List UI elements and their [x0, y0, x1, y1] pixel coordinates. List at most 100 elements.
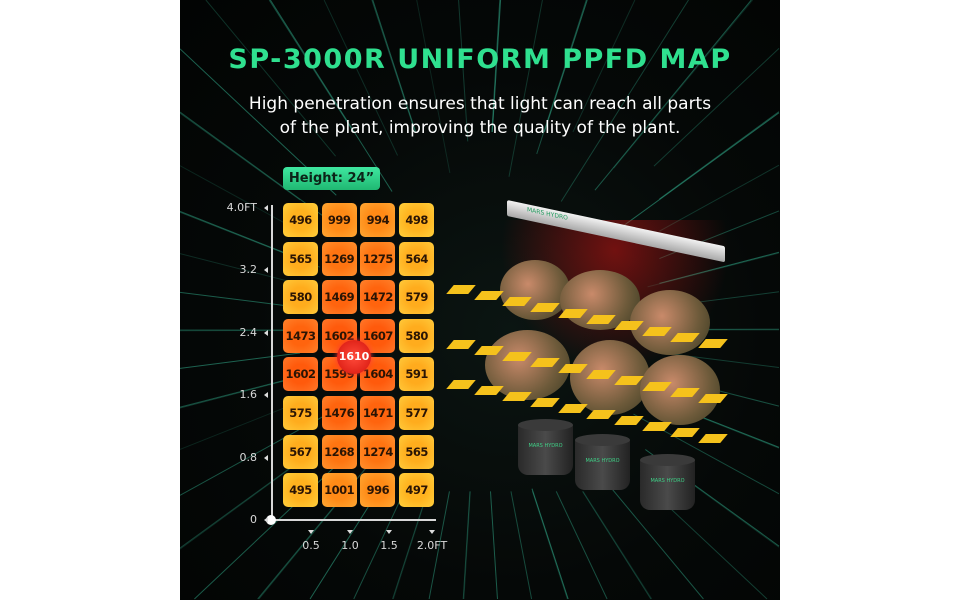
background-ray: [462, 491, 471, 600]
ppfd-cell: 1269: [321, 241, 357, 276]
background-ray: [582, 491, 652, 600]
ppfd-cell: 1469: [321, 280, 357, 315]
background-ray: [180, 402, 348, 496]
background-ray: [268, 0, 354, 133]
peak-value-marker: 1610: [337, 340, 371, 374]
background-ray: [555, 491, 608, 600]
ppfd-cell: 1472: [360, 280, 396, 315]
ppfd-layer-tile: [670, 428, 700, 437]
background-ray: [531, 491, 568, 600]
ppfd-cell: 579: [399, 280, 435, 315]
grow-bag: MARS HYDRO: [575, 434, 630, 490]
ppfd-cell: 575: [283, 396, 318, 430]
background-ray: [560, 0, 689, 202]
grow-bag: MARS HYDRO: [640, 454, 695, 510]
brand-logo: MARS HYDRO: [585, 458, 620, 464]
background-ray: [491, 0, 502, 133]
y-tick-label: 0.8: [240, 451, 269, 464]
ppfd-cell: 580: [283, 280, 318, 315]
background-ray: [531, 488, 569, 600]
x-tick-label: 1.0: [330, 530, 370, 552]
height-badge: Height: 24”: [283, 167, 380, 190]
ppfd-cell: 577: [399, 396, 435, 430]
background-ray: [257, 449, 382, 600]
ppfd-cell: 1476: [321, 396, 357, 430]
ppfd-cell: 565: [283, 241, 318, 276]
ppfd-layer-tile: [586, 410, 616, 419]
ppfd-cell: 996: [360, 473, 396, 508]
ppfd-layer-tile: [446, 285, 476, 294]
background-ray: [536, 0, 587, 155]
y-tick-label: 1.6: [240, 388, 269, 401]
ppfd-cell: 580: [399, 318, 435, 353]
background-ray: [463, 491, 471, 600]
ppfd-cell: 1471: [360, 396, 396, 430]
ppfd-cell: 591: [399, 357, 435, 392]
subtitle-line: High penetration ensures that light can …: [248, 94, 712, 114]
background-ray: [180, 112, 301, 201]
background-ray: [323, 0, 399, 156]
brand-logo: MARS HYDRO: [527, 206, 568, 222]
brand-logo: MARS HYDRO: [650, 478, 685, 484]
background-ray: [180, 460, 301, 549]
background-ray: [653, 48, 780, 167]
background-ray: [180, 165, 301, 232]
background-ray: [458, 0, 469, 142]
y-tick-label: 2.4: [240, 326, 269, 339]
ppfd-cell: 1001: [321, 473, 357, 508]
x-axis: [271, 519, 436, 521]
background-ray: [194, 455, 347, 600]
background-ray: [622, 112, 780, 227]
ppfd-cell: 1274: [360, 434, 396, 469]
background-ray: [489, 491, 498, 600]
ppfd-cell: 565: [399, 434, 435, 469]
background-ray: [372, 0, 417, 133]
page-title: SP-3000R UNIFORM PPFD MAP: [228, 44, 732, 75]
y-tick-label: 4.0FT: [227, 201, 268, 214]
ppfd-cell: 498: [399, 203, 435, 237]
ppfd-layer-tile: [558, 404, 588, 413]
grow-bag: MARS HYDRO: [518, 419, 573, 475]
background-ray: [510, 491, 533, 600]
ppfd-cell: 999: [321, 203, 357, 237]
ppfd-layer-tile: [698, 434, 728, 443]
ppfd-cell: 495: [283, 473, 318, 508]
ppfd-cell: 496: [283, 203, 318, 237]
x-tick-label: 1.5: [369, 530, 409, 552]
background-ray: [659, 111, 780, 200]
ppfd-layer-tile: [614, 416, 644, 425]
brand-logo: MARS HYDRO: [528, 443, 563, 449]
origin-dot: [266, 515, 276, 525]
ppfd-cell: 567: [283, 434, 318, 469]
ppfd-layer-tile: [474, 386, 504, 395]
ppfd-cell: 1473: [283, 318, 318, 353]
background-ray: [416, 0, 451, 173]
background-ray: [205, 0, 336, 157]
background-ray: [508, 0, 543, 177]
ppfd-layer-tile: [446, 340, 476, 349]
background-ray: [613, 0, 754, 169]
subtitle-line: of the plant, improving the quality of t…: [279, 118, 681, 138]
background-ray: [491, 0, 501, 133]
background-ray: [371, 0, 416, 133]
ppfd-cell: 994: [360, 203, 396, 237]
y-tick-label: 0: [250, 513, 268, 526]
background-ray: [180, 210, 301, 260]
background-ray: [392, 491, 429, 600]
ppfd-layer-tile: [642, 422, 672, 431]
background-ray: [594, 0, 752, 191]
y-tick-label: 3.2: [240, 263, 269, 276]
background-ray: [543, 0, 588, 133]
y-axis: [271, 205, 273, 521]
ppfd-cell: 1602: [283, 357, 318, 392]
ppfd-cell: 1268: [321, 434, 357, 469]
background-ray: [180, 352, 301, 369]
background-ray: [572, 0, 636, 133]
ppfd-layer-tile: [446, 380, 476, 389]
x-tick-label: 0.5: [291, 530, 331, 552]
plant: [630, 290, 710, 355]
background-ray: [582, 491, 653, 600]
subtitle: High penetration ensures that light can …: [210, 92, 750, 140]
background-ray: [180, 455, 309, 550]
x-tick-label: 2.0FT: [412, 530, 452, 552]
